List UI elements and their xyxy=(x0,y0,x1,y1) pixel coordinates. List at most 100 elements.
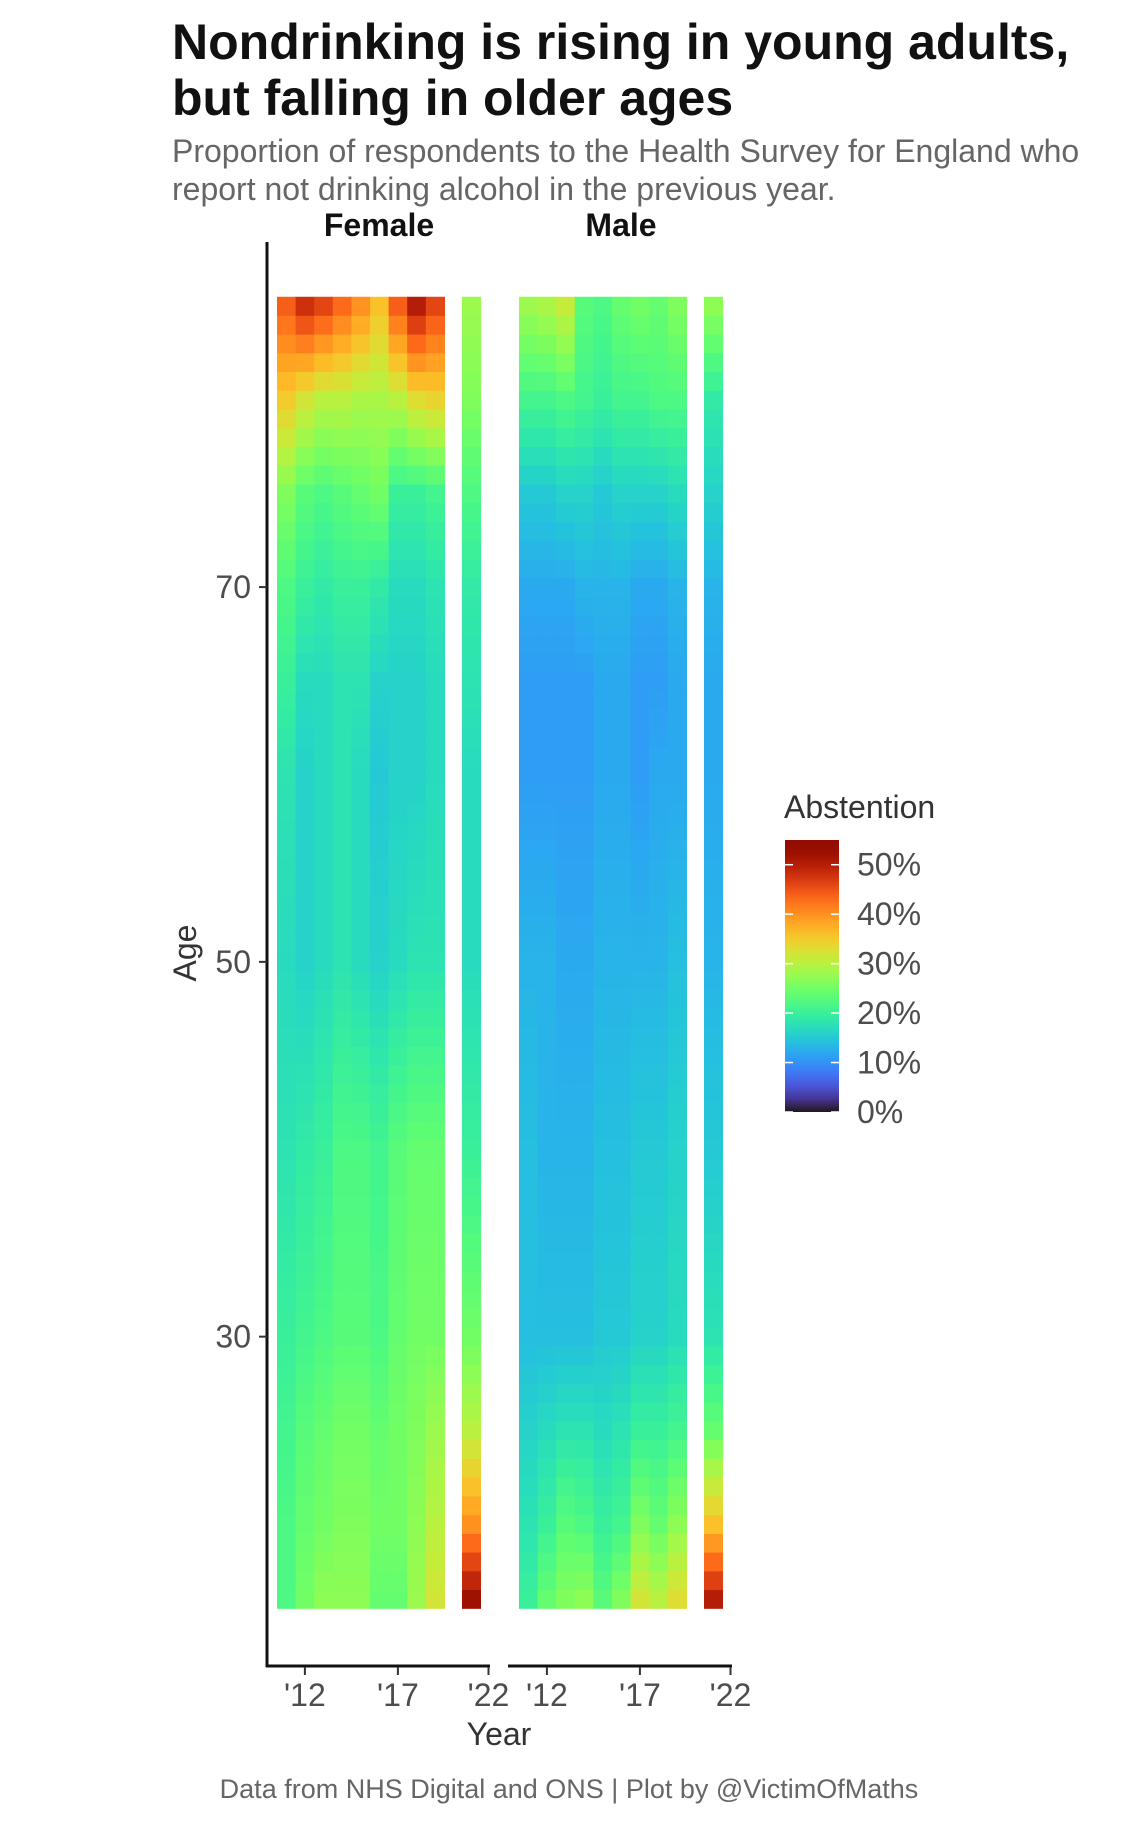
heatmap-cell xyxy=(407,690,427,710)
heatmap-cell xyxy=(462,1589,481,1609)
heatmap-cell xyxy=(277,427,297,448)
heatmap-cell xyxy=(519,1233,539,1253)
heatmap-cell xyxy=(295,990,315,1010)
heatmap-cell xyxy=(314,1158,334,1178)
heatmap-cell xyxy=(537,484,557,504)
heatmap-cell xyxy=(556,709,576,729)
heatmap-cell xyxy=(704,390,723,410)
heatmap-cell xyxy=(388,1008,408,1028)
heatmap-cell xyxy=(277,1364,297,1384)
heatmap-cell xyxy=(295,915,315,935)
heatmap-cell xyxy=(425,615,445,635)
heatmap-cell xyxy=(425,1252,445,1272)
heatmap-cell xyxy=(462,727,481,747)
heatmap-cell xyxy=(314,596,334,616)
y-tick-label: 30 xyxy=(215,1319,251,1355)
heatmap-cell xyxy=(519,952,539,972)
heatmap-cell xyxy=(351,1027,371,1047)
heatmap-cell xyxy=(649,1327,669,1347)
heatmap-cell xyxy=(574,746,594,766)
heatmap-cell xyxy=(519,858,539,879)
heatmap-cell xyxy=(277,315,297,335)
heatmap-cell xyxy=(593,990,613,1010)
heatmap-cell xyxy=(593,652,613,672)
chart-title: Nondrinking is rising in young adults, b… xyxy=(172,14,1070,126)
heatmap-cell xyxy=(649,1308,669,1328)
heatmap-cell xyxy=(649,802,669,822)
heatmap-cell xyxy=(593,540,613,560)
heatmap-cell xyxy=(462,1496,481,1516)
heatmap-cell xyxy=(425,446,445,466)
heatmap-cell xyxy=(277,1102,297,1122)
heatmap-cell xyxy=(388,427,408,448)
heatmap-cell xyxy=(704,1196,723,1216)
heatmap-cell xyxy=(388,896,408,916)
heatmap-cell xyxy=(314,1364,334,1384)
heatmap-cell xyxy=(667,709,687,729)
heatmap-cell xyxy=(388,409,408,429)
heatmap-cell xyxy=(612,1552,632,1572)
x-tick-label: '22 xyxy=(710,1677,752,1713)
heatmap-cell xyxy=(332,634,352,654)
heatmap-cell xyxy=(519,933,539,953)
heatmap-cell xyxy=(462,1083,481,1103)
heatmap-cell xyxy=(519,577,539,597)
heatmap-cell xyxy=(556,727,576,747)
heatmap-cell xyxy=(574,709,594,729)
heatmap-cell xyxy=(407,1383,427,1403)
heatmap-cell xyxy=(407,1308,427,1328)
heatmap-cell xyxy=(351,990,371,1010)
heatmap-cell xyxy=(407,1364,427,1384)
heatmap-cell xyxy=(370,296,390,316)
heatmap-cell xyxy=(704,1571,723,1591)
heatmap-cell xyxy=(537,1027,557,1047)
heatmap-cell xyxy=(462,671,481,691)
heatmap-cell xyxy=(388,502,408,522)
heatmap-cell xyxy=(295,1271,315,1291)
heatmap-cell xyxy=(462,296,481,316)
heatmap-cell xyxy=(537,709,557,729)
heatmap-cell xyxy=(612,559,632,579)
heatmap-cell xyxy=(630,1046,650,1066)
heatmap-cell xyxy=(295,1402,315,1422)
heatmap-cell xyxy=(574,1083,594,1103)
heatmap-cell xyxy=(388,1327,408,1347)
heatmap-cell xyxy=(630,727,650,747)
heatmap-cell xyxy=(667,1308,687,1328)
heatmap-cell xyxy=(407,577,427,597)
heatmap-cell xyxy=(351,1346,371,1366)
heatmap-cell xyxy=(612,1065,632,1085)
heatmap-cell xyxy=(612,1289,632,1310)
heatmap-cell xyxy=(351,1533,371,1553)
heatmap-cell xyxy=(593,1421,613,1441)
heatmap-cell xyxy=(537,296,557,316)
heatmap-cell xyxy=(277,1046,297,1066)
heatmap-cell xyxy=(425,952,445,972)
heatmap-cell xyxy=(332,915,352,935)
heatmap-cell xyxy=(630,559,650,579)
heatmap-cell xyxy=(370,1214,390,1235)
heatmap-cell xyxy=(574,1027,594,1047)
heatmap-cell xyxy=(574,634,594,654)
heatmap-cell xyxy=(612,952,632,972)
heatmap-cell xyxy=(649,502,669,522)
heatmap-cell xyxy=(574,334,594,354)
heatmap-cell xyxy=(295,933,315,953)
heatmap-cell xyxy=(462,915,481,935)
heatmap-cell xyxy=(462,521,481,541)
heatmap-cell xyxy=(556,1102,576,1122)
heatmap-cell xyxy=(351,802,371,822)
heatmap-cell xyxy=(332,371,352,391)
heatmap-cell xyxy=(593,1158,613,1178)
heatmap-cell xyxy=(704,671,723,691)
heatmap-cell xyxy=(425,1514,445,1534)
heatmap-cell xyxy=(574,1102,594,1122)
heatmap-cell xyxy=(332,559,352,579)
heatmap-cell xyxy=(519,502,539,522)
heatmap-cell xyxy=(351,1439,371,1459)
heatmap-cell xyxy=(593,896,613,916)
heatmap-cell xyxy=(388,1140,408,1160)
heatmap-cell xyxy=(593,1458,613,1478)
heatmap-cell xyxy=(314,1308,334,1328)
heatmap-cell xyxy=(295,1196,315,1216)
